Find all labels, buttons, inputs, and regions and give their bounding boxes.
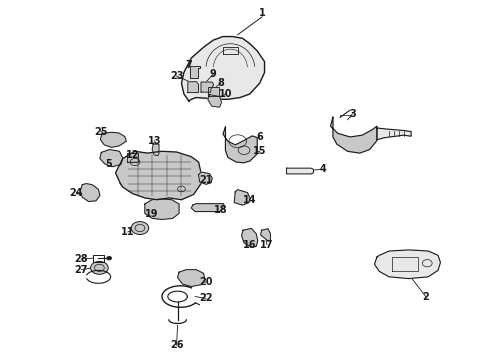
Circle shape — [107, 256, 112, 260]
Polygon shape — [116, 151, 201, 200]
Text: 6: 6 — [256, 132, 263, 142]
Text: 28: 28 — [74, 254, 88, 264]
Text: 15: 15 — [253, 146, 267, 156]
Polygon shape — [201, 82, 214, 92]
Text: 10: 10 — [219, 89, 232, 99]
Polygon shape — [145, 199, 179, 220]
Text: 3: 3 — [349, 109, 356, 119]
Polygon shape — [100, 149, 123, 167]
Polygon shape — [208, 95, 221, 107]
Text: 21: 21 — [199, 175, 213, 185]
Text: 23: 23 — [170, 71, 183, 81]
Text: 22: 22 — [199, 293, 213, 303]
Polygon shape — [188, 82, 198, 93]
Polygon shape — [287, 168, 314, 174]
Text: 2: 2 — [422, 292, 429, 302]
Polygon shape — [261, 229, 270, 241]
Text: 5: 5 — [105, 159, 112, 169]
Text: 19: 19 — [146, 209, 159, 219]
Circle shape — [131, 222, 149, 234]
Polygon shape — [80, 184, 100, 202]
Polygon shape — [377, 128, 411, 140]
Text: 1: 1 — [259, 8, 266, 18]
Text: 24: 24 — [70, 188, 83, 198]
Polygon shape — [234, 190, 250, 205]
Text: 13: 13 — [148, 136, 161, 145]
Polygon shape — [208, 87, 219, 96]
Text: 9: 9 — [210, 69, 217, 79]
Polygon shape — [100, 132, 126, 147]
Text: 25: 25 — [94, 127, 108, 136]
Text: 14: 14 — [243, 195, 257, 205]
Text: 8: 8 — [217, 78, 224, 88]
Text: 18: 18 — [214, 206, 227, 216]
Polygon shape — [331, 117, 377, 153]
Polygon shape — [190, 66, 200, 78]
Circle shape — [91, 261, 108, 274]
Polygon shape — [223, 127, 257, 163]
Polygon shape — [191, 204, 224, 212]
Text: 12: 12 — [126, 150, 139, 160]
Polygon shape — [177, 270, 205, 287]
Text: 11: 11 — [121, 227, 134, 237]
Polygon shape — [181, 37, 265, 101]
Text: 20: 20 — [199, 277, 213, 287]
Text: 7: 7 — [185, 60, 192, 70]
Polygon shape — [127, 153, 138, 162]
Polygon shape — [242, 228, 258, 247]
Text: 17: 17 — [260, 239, 274, 249]
Polygon shape — [152, 144, 159, 156]
Text: 27: 27 — [74, 265, 88, 275]
Polygon shape — [374, 250, 441, 279]
Polygon shape — [198, 172, 212, 184]
Text: 16: 16 — [243, 239, 257, 249]
Text: 26: 26 — [170, 340, 183, 350]
Text: 4: 4 — [320, 164, 326, 174]
